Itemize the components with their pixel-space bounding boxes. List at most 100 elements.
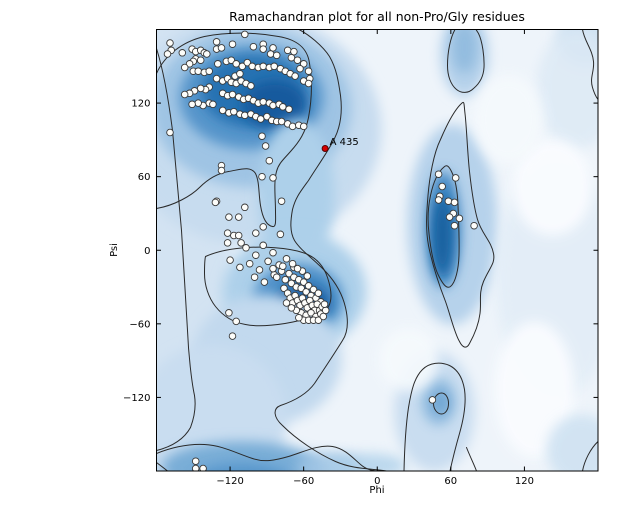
- scatter-point: [287, 304, 296, 312]
- scatter-point: [283, 46, 292, 55]
- scatter-point: [451, 174, 460, 182]
- scatter-point: [218, 106, 227, 115]
- scatter-point: [291, 72, 299, 80]
- scatter-point: [455, 214, 464, 223]
- scatter-point: [225, 213, 233, 221]
- y-tick-label: 120: [131, 99, 150, 110]
- scatter-point: [264, 257, 272, 266]
- tick-labels: −120 −60 0 60 120 120 60 0 −60 −120: [123, 99, 534, 487]
- scatter-point: [434, 196, 443, 204]
- scatter-point: [276, 230, 285, 239]
- chart-title: Ramachandran plot for all non-Pro/Gly re…: [229, 9, 525, 24]
- scatter-point: [287, 53, 296, 62]
- outlier-point: [321, 145, 329, 152]
- scatter-point: [259, 241, 267, 250]
- scatter-point: [259, 62, 267, 71]
- scatter-point: [228, 332, 237, 340]
- scatter-point: [450, 221, 459, 230]
- scatter-point: [203, 50, 211, 58]
- scatter-point: [269, 101, 277, 110]
- contour-line: [403, 362, 466, 471]
- y-axis-label: Psi: [109, 243, 120, 257]
- density-blob: [161, 441, 322, 471]
- scatter-point: [232, 60, 240, 68]
- scatter-point: [285, 269, 293, 278]
- scatter-point: [247, 82, 255, 90]
- scatter-point: [285, 105, 293, 113]
- scatter-point: [434, 170, 443, 178]
- scatter-point: [314, 316, 323, 324]
- scatter-point: [269, 44, 277, 52]
- scatter-point: [248, 62, 256, 71]
- scatter-point: [180, 63, 189, 72]
- x-axis-label: Phi: [369, 485, 384, 496]
- scatter-point: [227, 56, 236, 64]
- scatter-point: [304, 67, 313, 75]
- scatter-point: [237, 239, 245, 247]
- scatter-point: [166, 39, 174, 47]
- scatter-point: [252, 229, 260, 237]
- scatter-point: [260, 278, 269, 286]
- scatter-point: [196, 84, 205, 93]
- scatter-point: [282, 299, 291, 307]
- scatter-point: [320, 300, 329, 308]
- x-tick-label: 60: [444, 476, 457, 487]
- scatter-point: [304, 282, 313, 290]
- scatter-point: [269, 174, 277, 182]
- scatter-point: [303, 272, 312, 280]
- scatter-point: [180, 90, 189, 99]
- scatter-point: [166, 128, 174, 137]
- scatter-point: [196, 56, 205, 64]
- scatter-point: [217, 44, 226, 52]
- scatter-point: [266, 50, 275, 58]
- scatter-point: [212, 74, 221, 83]
- scatter-point: [299, 278, 308, 286]
- scatter-point: [438, 182, 446, 191]
- contour-line: [446, 29, 485, 93]
- scatter-point: [470, 221, 478, 230]
- density-blob: [494, 321, 575, 458]
- scatter-point: [234, 213, 243, 221]
- x-tick-label: −120: [216, 476, 243, 487]
- contour-line: [274, 29, 387, 471]
- scatter-point: [250, 273, 259, 281]
- scatter-point: [450, 198, 459, 207]
- scatter-point: [225, 309, 233, 317]
- scatter-point: [295, 313, 303, 322]
- scatter-point: [256, 115, 265, 123]
- scatter-point: [236, 69, 244, 78]
- scatter-point: [319, 312, 328, 321]
- scatter-point: [226, 256, 234, 264]
- density-blob: [326, 453, 407, 471]
- scatter-point: [280, 284, 288, 293]
- scatter-point: [259, 223, 267, 231]
- scatter-point: [428, 396, 437, 404]
- scatter-point: [199, 464, 207, 471]
- scatter-point: [302, 288, 310, 296]
- scatter-point: [232, 317, 240, 326]
- scatter-point: [178, 49, 187, 57]
- scatter-point: [241, 203, 249, 212]
- density-blob: [536, 29, 598, 150]
- contour-line: [156, 443, 377, 471]
- scatter-point: [261, 142, 270, 150]
- scatter-point: [263, 112, 271, 121]
- scatter-point: [307, 309, 315, 317]
- scatter-point: [444, 197, 453, 205]
- scatter-point: [296, 64, 304, 73]
- scatter-point: [282, 255, 291, 263]
- scatter-point: [230, 107, 238, 116]
- x-tick-label: 120: [515, 476, 534, 487]
- scatter-point: [269, 248, 277, 257]
- scatter-point: [269, 264, 277, 273]
- scatter-point: [163, 50, 172, 58]
- scatter-point: [299, 122, 308, 131]
- y-tick-label: −120: [123, 393, 150, 404]
- scatter-point: [185, 60, 194, 68]
- scatter-point: [309, 285, 318, 294]
- scatter-point: [194, 67, 202, 75]
- scatter-point: [288, 259, 297, 268]
- density-blob: [378, 327, 439, 392]
